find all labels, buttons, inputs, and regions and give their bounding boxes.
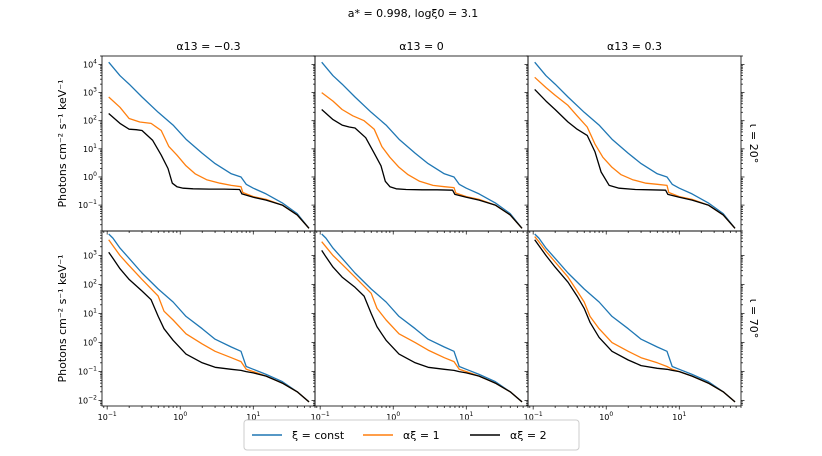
y-tick-label: 100: [83, 337, 97, 348]
legend-box: [243, 419, 580, 451]
panel-frame: [527, 55, 742, 232]
y-tick-label: 103: [83, 250, 97, 261]
series-line-alpha-xi-2: [108, 251, 310, 403]
panel-r2-c2: 10−1 100 101: [311, 230, 529, 422]
series-line-alpha-xi-1: [321, 241, 523, 403]
panel-r1-c1: 10−1 100 101 102 103 104: [78, 55, 316, 235]
series-line-alpha-xi-2: [108, 113, 310, 229]
panel-r2-c3: 10−1 100 101: [524, 230, 745, 422]
series-line-xi-const: [108, 233, 310, 403]
x-tick-label: 101: [672, 411, 686, 422]
panel-r1-c2: [311, 55, 529, 235]
y-axis-label-2: Photons cm⁻² s⁻¹ keV⁻¹: [56, 255, 69, 383]
panel-frame: [101, 55, 316, 232]
x-tick-label: 10−1: [524, 411, 543, 422]
x-tick-label: 100: [173, 411, 187, 422]
column-title-2: α13 = 0: [399, 40, 443, 53]
series-line-alpha-xi-2: [321, 109, 523, 229]
column-title-1: α13 = −0.3: [176, 40, 240, 53]
series-line-xi-const: [321, 61, 523, 229]
panels-layer: α13 = −0.3 α13 = 0 α13 = 0.3 ι = 20° Photons…: [56, 40, 760, 422]
panel-frame: [314, 230, 529, 407]
panel-frame: [101, 230, 316, 407]
series-line-alpha-xi-2: [534, 88, 736, 229]
y-tick-label: 102: [83, 279, 97, 290]
series-line-xi-const: [534, 233, 736, 403]
x-tick-label: 10−1: [311, 411, 330, 422]
y-axis-label-1: Photons cm⁻² s⁻¹ keV⁻¹: [56, 80, 69, 208]
y-tick-label: 104: [83, 58, 97, 69]
y-tick-label: 10−1: [78, 199, 97, 210]
series-line-alpha-xi-1: [108, 239, 310, 403]
series-line-alpha-xi-1: [534, 236, 736, 403]
y-tick-label: 101: [83, 308, 97, 319]
series-line-alpha-xi-2: [321, 250, 523, 403]
y-tick-label: 10−1: [78, 366, 97, 377]
x-tick-label: 100: [386, 411, 400, 422]
legend-label-xi-const: ξ = const: [292, 429, 345, 442]
row-title-2: ι = 70°: [747, 299, 760, 338]
x-tick-label: 10−1: [98, 411, 117, 422]
x-tick-label: 101: [246, 411, 260, 422]
series-line-xi-const: [108, 61, 310, 229]
series-line-xi-const: [534, 61, 736, 229]
y-tick-label: 100: [83, 171, 97, 182]
y-tick-label: 103: [83, 87, 97, 98]
y-tick-label: 10−2: [78, 395, 97, 406]
series-line-alpha-xi-1: [534, 76, 736, 229]
series-line-alpha-xi-2: [534, 239, 736, 403]
column-title-3: α13 = 0.3: [607, 40, 662, 53]
legend-label-alpha-xi-2: αξ = 2: [510, 429, 547, 442]
x-tick-label: 100: [599, 411, 613, 422]
chart-title: a* = 0.998, logξ0 = 3.1: [348, 7, 479, 20]
panel-frame: [527, 230, 742, 407]
series-line-xi-const: [321, 233, 523, 403]
panel-r1-c3: [524, 55, 745, 235]
legend: ξ = const αξ = 1 αξ = 2: [243, 419, 580, 451]
panel-frame: [314, 55, 529, 232]
row-title-1: ι = 20°: [747, 124, 760, 163]
y-tick-label: 102: [83, 115, 97, 126]
legend-label-alpha-xi-1: αξ = 1: [403, 429, 440, 442]
series-line-alpha-xi-1: [321, 92, 523, 229]
x-tick-label: 101: [459, 411, 473, 422]
y-tick-label: 101: [83, 143, 97, 154]
series-line-alpha-xi-1: [108, 96, 310, 229]
